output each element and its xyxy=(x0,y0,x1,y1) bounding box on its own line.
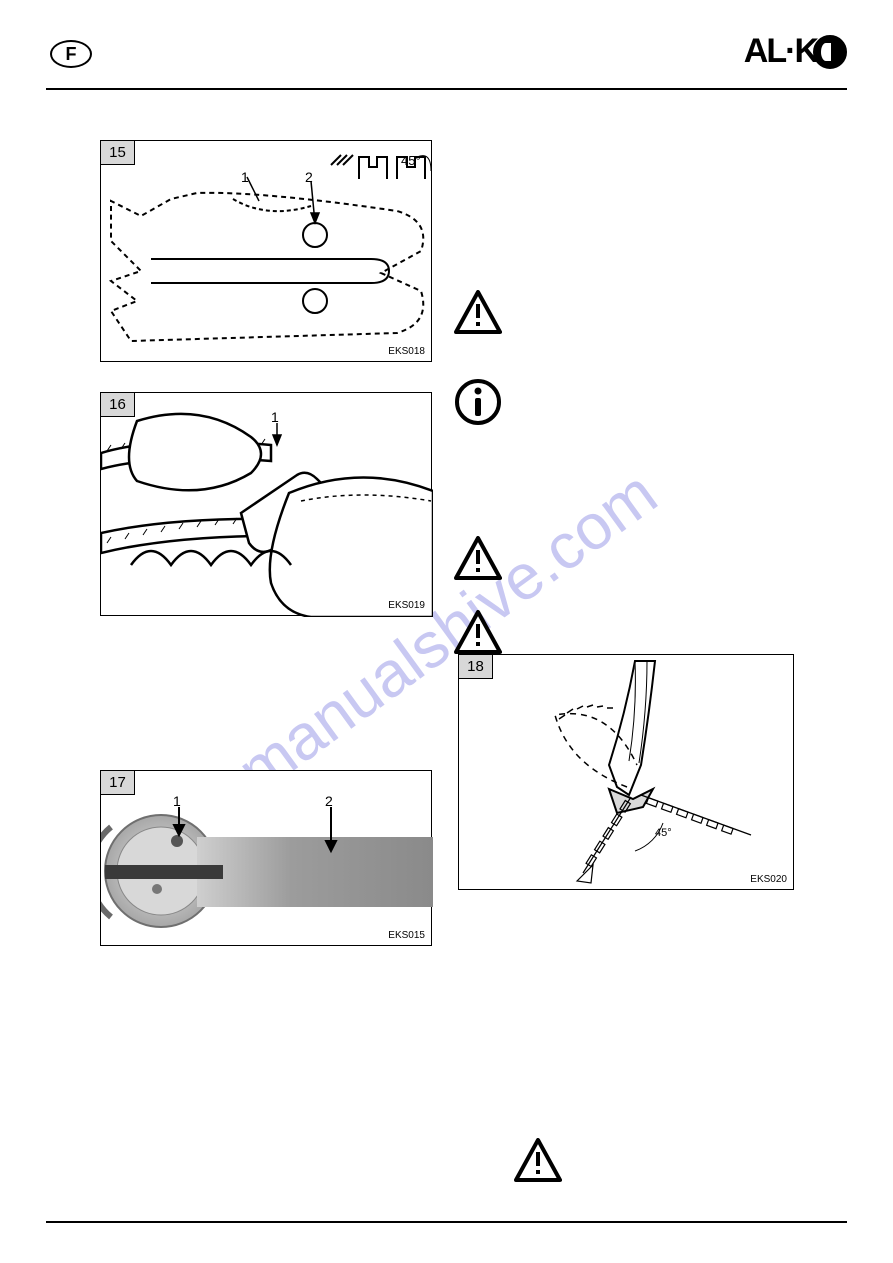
figure-id: EKS020 xyxy=(750,874,787,885)
figure-18: 18 xyxy=(458,654,794,890)
warning-icon xyxy=(454,536,502,580)
warning-icon xyxy=(454,290,502,334)
figure-15: 15 1 2 xyxy=(100,140,432,362)
language-badge: F xyxy=(50,40,92,68)
figure-18-svg xyxy=(459,655,795,891)
angle-label: 45° xyxy=(401,153,421,168)
marker-1: 1 xyxy=(271,409,279,425)
warning-icon xyxy=(514,1138,562,1182)
figure-number: 15 xyxy=(101,141,135,165)
marker-2: 2 xyxy=(325,793,333,809)
figure-number: 17 xyxy=(101,771,135,795)
info-icon xyxy=(454,378,502,426)
figure-number: 18 xyxy=(459,655,493,679)
figure-number: 16 xyxy=(101,393,135,417)
figure-17: 17 xyxy=(100,770,432,946)
logo-text: AL·K xyxy=(744,32,817,71)
warning-icon xyxy=(454,610,502,654)
logo-o-glyph xyxy=(813,35,847,69)
page-header: F AL·K xyxy=(46,40,847,90)
marker-1: 1 xyxy=(241,169,249,185)
language-code: F xyxy=(66,44,77,65)
figure-id: EKS015 xyxy=(388,930,425,941)
angle-label: 45° xyxy=(655,827,672,839)
page: F AL·K manualshive.com 15 xyxy=(0,0,893,1263)
marker-1: 1 xyxy=(173,793,181,809)
figure-id: EKS018 xyxy=(388,346,425,357)
marker-2: 2 xyxy=(305,169,313,185)
brand-logo: AL·K xyxy=(744,32,847,71)
figure-16: 16 xyxy=(100,392,432,616)
figure-15-svg xyxy=(101,141,433,363)
figure-id: EKS019 xyxy=(388,600,425,611)
footer-rule xyxy=(46,1221,847,1223)
figure-16-svg xyxy=(101,393,433,617)
figure-17-svg xyxy=(101,771,433,947)
